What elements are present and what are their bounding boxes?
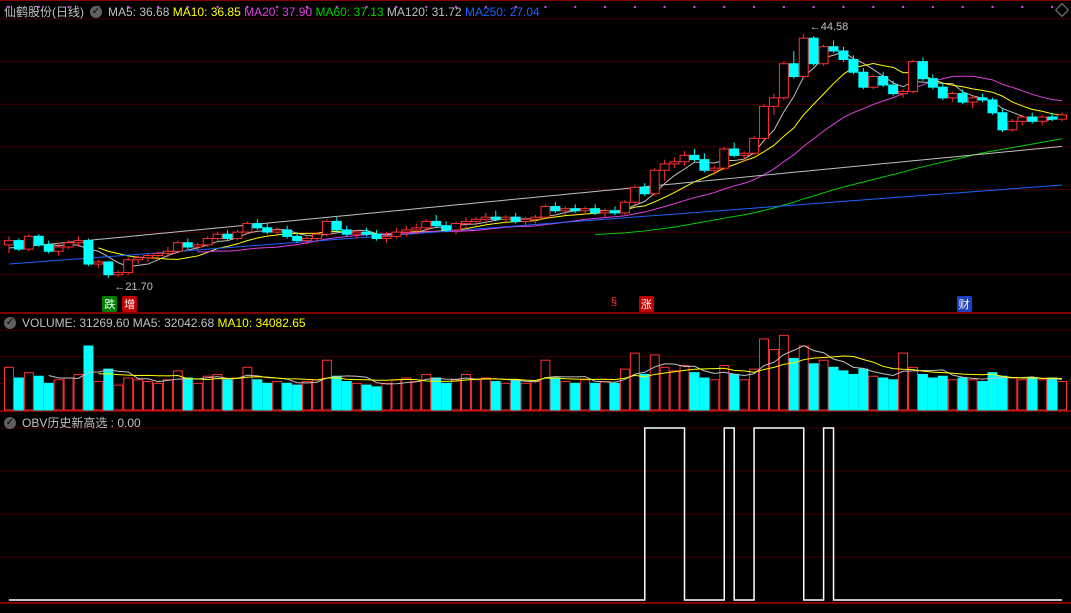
ma-legend-item: MA250: 27.04 <box>465 5 540 19</box>
obv-panel[interactable]: ✓ OBV历史新高选 : 0.00 <box>0 411 1071 603</box>
stock-title: 仙鹤股份(日线) <box>4 3 84 20</box>
volume-legend-item: VOLUME: 31269.60 <box>22 316 129 330</box>
event-marker[interactable]: § <box>609 296 619 308</box>
svg-text:←44.58: ←44.58 <box>810 21 849 33</box>
ma-legend-item: MA120: 31.72 <box>387 5 462 19</box>
event-marker-row: 跌增 § 涨 财 <box>0 296 1071 312</box>
event-marker[interactable]: 跌 <box>102 296 117 312</box>
volume-legend-item: MA10: 34082.65 <box>218 316 306 330</box>
obv-header: ✓ OBV历史新高选 : 0.00 <box>4 414 141 431</box>
volume-header: ✓ VOLUME: 31269.60 MA5: 32042.68 MA10: 3… <box>4 316 306 330</box>
obv-chart-svg <box>0 412 1071 604</box>
volume-legend-item: MA5: 32042.68 <box>133 316 214 330</box>
ma-legend-item: MA10: 36.85 <box>173 5 241 19</box>
price-header: 仙鹤股份(日线) ✓ MA5: 36.68 MA10: 36.85 MA20: … <box>4 3 540 20</box>
volume-legend: VOLUME: 31269.60 MA5: 32042.68 MA10: 340… <box>22 316 306 330</box>
event-marker[interactable]: 涨 <box>639 296 654 312</box>
time-axis <box>0 603 1071 611</box>
info-icon[interactable]: ✓ <box>90 6 102 18</box>
event-marker[interactable]: 增 <box>122 296 137 312</box>
price-chart-panel[interactable]: 仙鹤股份(日线) ✓ MA5: 36.68 MA10: 36.85 MA20: … <box>0 0 1071 313</box>
price-chart-svg: ←44.58 ←21.70 <box>0 1 1071 314</box>
ma-legend-item: MA5: 36.68 <box>108 5 169 19</box>
event-marker[interactable]: 财 <box>957 296 972 312</box>
info-icon[interactable]: ✓ <box>4 317 16 329</box>
ma-legend: MA5: 36.68 MA10: 36.85 MA20: 37.90 MA60:… <box>108 5 540 19</box>
ma-legend-item: MA60: 37.13 <box>316 5 384 19</box>
ma-legend-item: MA20: 37.90 <box>244 5 312 19</box>
obv-label: OBV历史新高选 : 0.00 <box>22 414 141 431</box>
info-icon[interactable]: ✓ <box>4 417 16 429</box>
svg-text:←21.70: ←21.70 <box>114 281 153 293</box>
volume-panel[interactable]: ✓ VOLUME: 31269.60 MA5: 32042.68 MA10: 3… <box>0 313 1071 411</box>
